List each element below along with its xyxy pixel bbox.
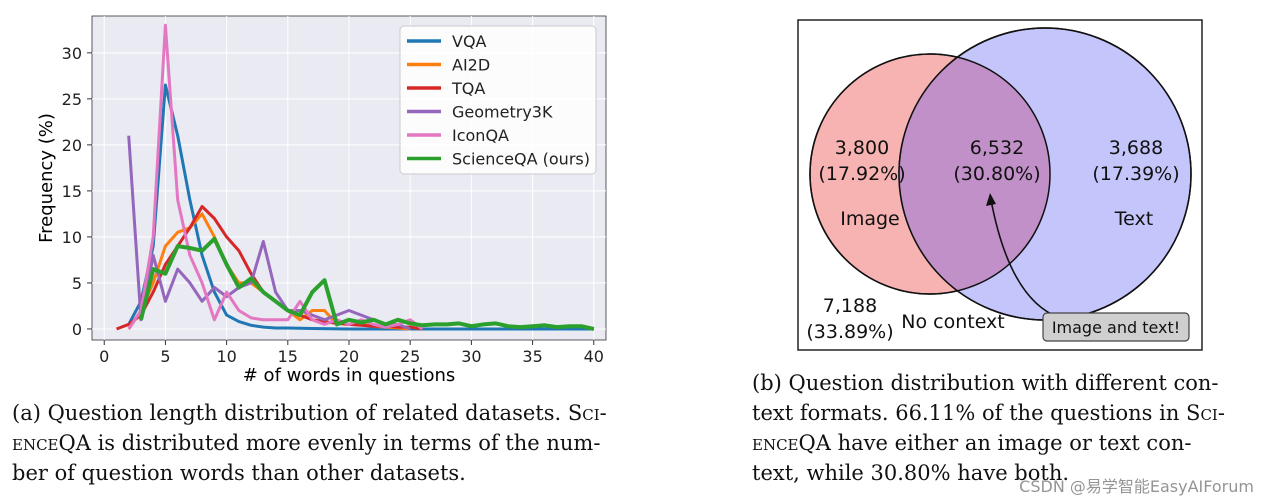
- text-only-count: 3,688: [1109, 137, 1163, 159]
- series-line-iconqa: [127, 23, 424, 331]
- legend-label-tqa: TQA: [451, 79, 485, 98]
- no-context-percent: (33.89%): [806, 321, 893, 343]
- y-tick-label: 20: [62, 136, 82, 155]
- y-tick-label: 25: [62, 90, 82, 109]
- legend-label-vqa: VQA: [452, 32, 487, 51]
- x-tick-label: 10: [216, 347, 236, 366]
- caption-b-text: QA have either an image or text con-: [798, 431, 1192, 455]
- x-tick-label: 15: [278, 347, 298, 366]
- caption-a-smallcaps: ci-: [582, 401, 607, 425]
- caption-b-text: text formats. 66.11% of the questions in…: [752, 401, 1201, 425]
- caption-a-smallcaps: ence: [12, 431, 59, 455]
- y-tick-label: 15: [62, 182, 82, 201]
- legend-label-geometry3k: Geometry3K: [452, 103, 553, 122]
- x-tick-label: 5: [160, 347, 170, 366]
- caption-a-text: QA is distributed more evenly in terms o…: [58, 431, 601, 455]
- series-line-geometry3k: [127, 135, 411, 331]
- legend-label-scienceqa-ours: ScienceQA (ours): [452, 150, 590, 169]
- overlap-region: [899, 54, 1050, 294]
- watermark: CSDN @易学智能EasyAIForum: [1019, 477, 1254, 496]
- callout-text: Image and text!: [1052, 318, 1180, 337]
- text-only-percent: (17.39%): [1092, 163, 1179, 185]
- caption-b-line-4: text, while 30.80% have both.: [752, 461, 1070, 485]
- both-count: 6,532: [970, 137, 1024, 159]
- caption-b-line-2: text formats. 66.11% of the questions in…: [752, 398, 1225, 428]
- series-lines: [115, 23, 595, 331]
- caption-b-smallcaps: ci-: [1200, 401, 1225, 425]
- caption-b-smallcaps: ence: [752, 431, 799, 455]
- caption-a: (a) Question length distribution of rela…: [12, 398, 637, 488]
- callout-box: [1042, 312, 1190, 342]
- legend-box: [399, 25, 597, 175]
- context-venn-diagram: 3,800 (17.92%) Image 6,532 (30.80%) 3,68…: [797, 19, 1203, 351]
- caption-a-line-2: enceQA is distributed more evenly in ter…: [12, 428, 637, 458]
- both-percent: (30.80%): [953, 163, 1040, 185]
- caption-b-line-3: enceQA have either an image or text con-: [752, 428, 1222, 458]
- caption-b-line-1: (b) Question distribution with different…: [752, 371, 1219, 395]
- x-tick-label: 20: [339, 347, 359, 366]
- axis-ticks: 0 5 10 15 20 25 30 35 40 0 5 10 15 20 25 30: [62, 44, 604, 366]
- image-set-outline: [809, 53, 1051, 295]
- legend-label-ai2d: AI2D: [452, 56, 490, 75]
- x-tick-label: 30: [461, 347, 481, 366]
- image-only-count: 3,800: [835, 137, 889, 159]
- caption-a-line-1: (a) Question length distribution of rela…: [12, 398, 637, 428]
- no-context-count: 7,188: [823, 295, 877, 317]
- text-set-label: Text: [1114, 208, 1153, 230]
- x-tick-label: 35: [522, 347, 542, 366]
- y-axis-label: Frequency (%): [36, 113, 57, 243]
- image-set-label: Image: [840, 208, 900, 230]
- x-axis-label: # of words in questions: [243, 365, 456, 386]
- caption-a-text: (a) Question length distribution of rela…: [12, 401, 583, 425]
- y-tick-label: 0: [72, 320, 82, 339]
- legend: VQA AI2D TQA Geometry3K IconQA ScienceQA (our…: [399, 25, 597, 175]
- x-tick-label: 40: [584, 347, 604, 366]
- caption-b: (b) Question distribution with different…: [752, 368, 1225, 488]
- y-tick-label: 10: [62, 228, 82, 247]
- callout-arrowhead: [986, 193, 996, 206]
- caption-a-line-3: ber of question words than other dataset…: [12, 461, 466, 485]
- legend-label-iconqa: IconQA: [452, 126, 509, 145]
- image-only-percent: (17.92%): [818, 163, 905, 185]
- x-tick-label: 25: [400, 347, 420, 366]
- y-tick-label: 30: [62, 44, 82, 63]
- series-line-scienceqa-ours: [139, 236, 595, 331]
- x-tick-label: 0: [99, 347, 109, 366]
- y-tick-label: 5: [72, 274, 82, 293]
- question-length-chart: 0 5 10 15 20 25 30 35 40 0 5 10 15 20 25 30 # of words …: [36, 15, 607, 386]
- no-context-label: No context: [901, 311, 1005, 333]
